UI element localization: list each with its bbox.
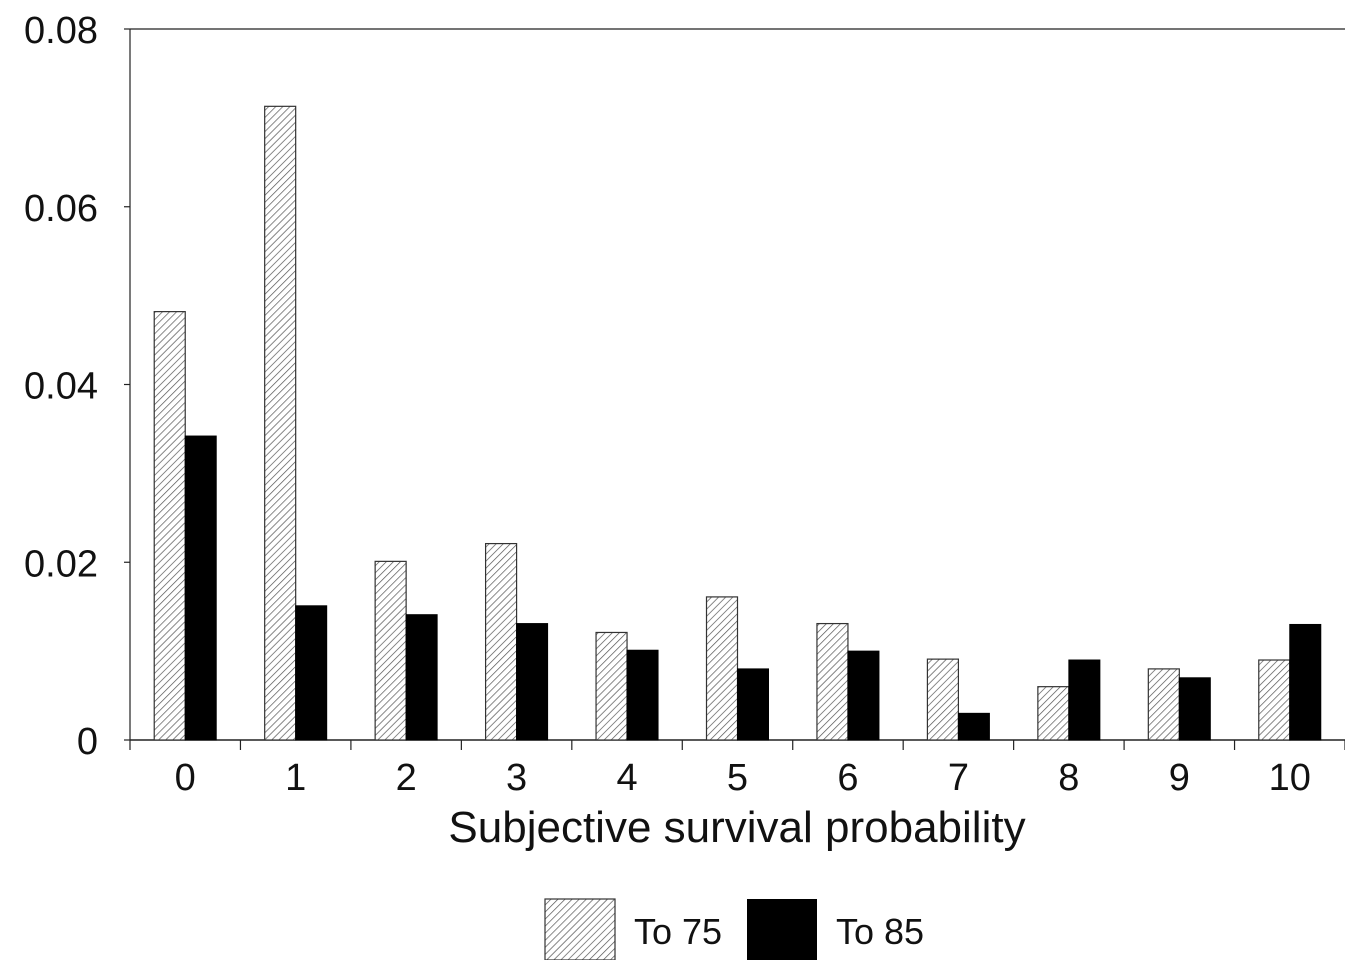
bar-to-85	[847, 650, 880, 741]
x-tick-label: 2	[396, 757, 417, 799]
x-axis-label: Subjective survival probability	[448, 803, 1025, 852]
bar-to-75	[1258, 659, 1291, 741]
legend-swatch-to-85	[747, 899, 817, 960]
legend-label-to-85: To 85	[836, 911, 924, 952]
bars	[153, 105, 1322, 741]
y-tick-label: 0	[77, 721, 98, 763]
bar-to-75	[484, 542, 518, 741]
bar-to-75	[1037, 686, 1070, 741]
y-tick-label: 0.02	[24, 543, 98, 585]
legend-swatch-to-75	[544, 898, 616, 961]
x-tick-label: 8	[1058, 757, 1079, 799]
x-tick-label: 5	[727, 757, 748, 799]
bar-to-85	[737, 668, 769, 741]
x-tick-label: 9	[1169, 757, 1190, 799]
x-tick-label: 1	[285, 757, 306, 799]
bar-to-85	[1068, 659, 1101, 741]
bar-to-85	[405, 614, 438, 741]
bar-to-85	[1178, 677, 1211, 741]
x-tick-label: 7	[948, 757, 969, 799]
x-tick-label: 6	[837, 757, 858, 799]
bar-to-85	[295, 605, 328, 741]
x-tick-label: 4	[616, 757, 637, 799]
y-tick-label: 0.04	[24, 366, 98, 408]
bar-to-75	[926, 658, 960, 741]
bar-to-75	[705, 596, 739, 741]
bar-to-75	[1147, 668, 1180, 741]
bar-to-85	[1289, 623, 1322, 741]
bar-to-75	[816, 622, 849, 741]
bar-to-75	[264, 105, 297, 741]
bar-to-75	[153, 311, 186, 741]
bar-to-75	[595, 631, 628, 741]
x-axis: 0 1 2 3 4 5 6 7 8 9 10	[129, 739, 1345, 799]
y-axis: 0 0.02 0.04 0.06 0.08	[24, 10, 130, 763]
y-tick-label: 0.08	[24, 10, 98, 52]
x-tick-label: 3	[506, 757, 527, 799]
bar-to-85	[626, 649, 659, 741]
legend-label-to-75: To 75	[634, 911, 722, 952]
x-tick-label: 0	[175, 757, 196, 799]
bar-to-85	[957, 712, 990, 741]
bar-to-85	[516, 623, 549, 741]
bar-to-75	[374, 560, 407, 741]
y-tick-label: 0.06	[24, 188, 98, 230]
legend: To 75 To 85	[544, 898, 924, 961]
x-tick-label: 10	[1269, 757, 1311, 799]
bar-to-85	[184, 435, 217, 741]
